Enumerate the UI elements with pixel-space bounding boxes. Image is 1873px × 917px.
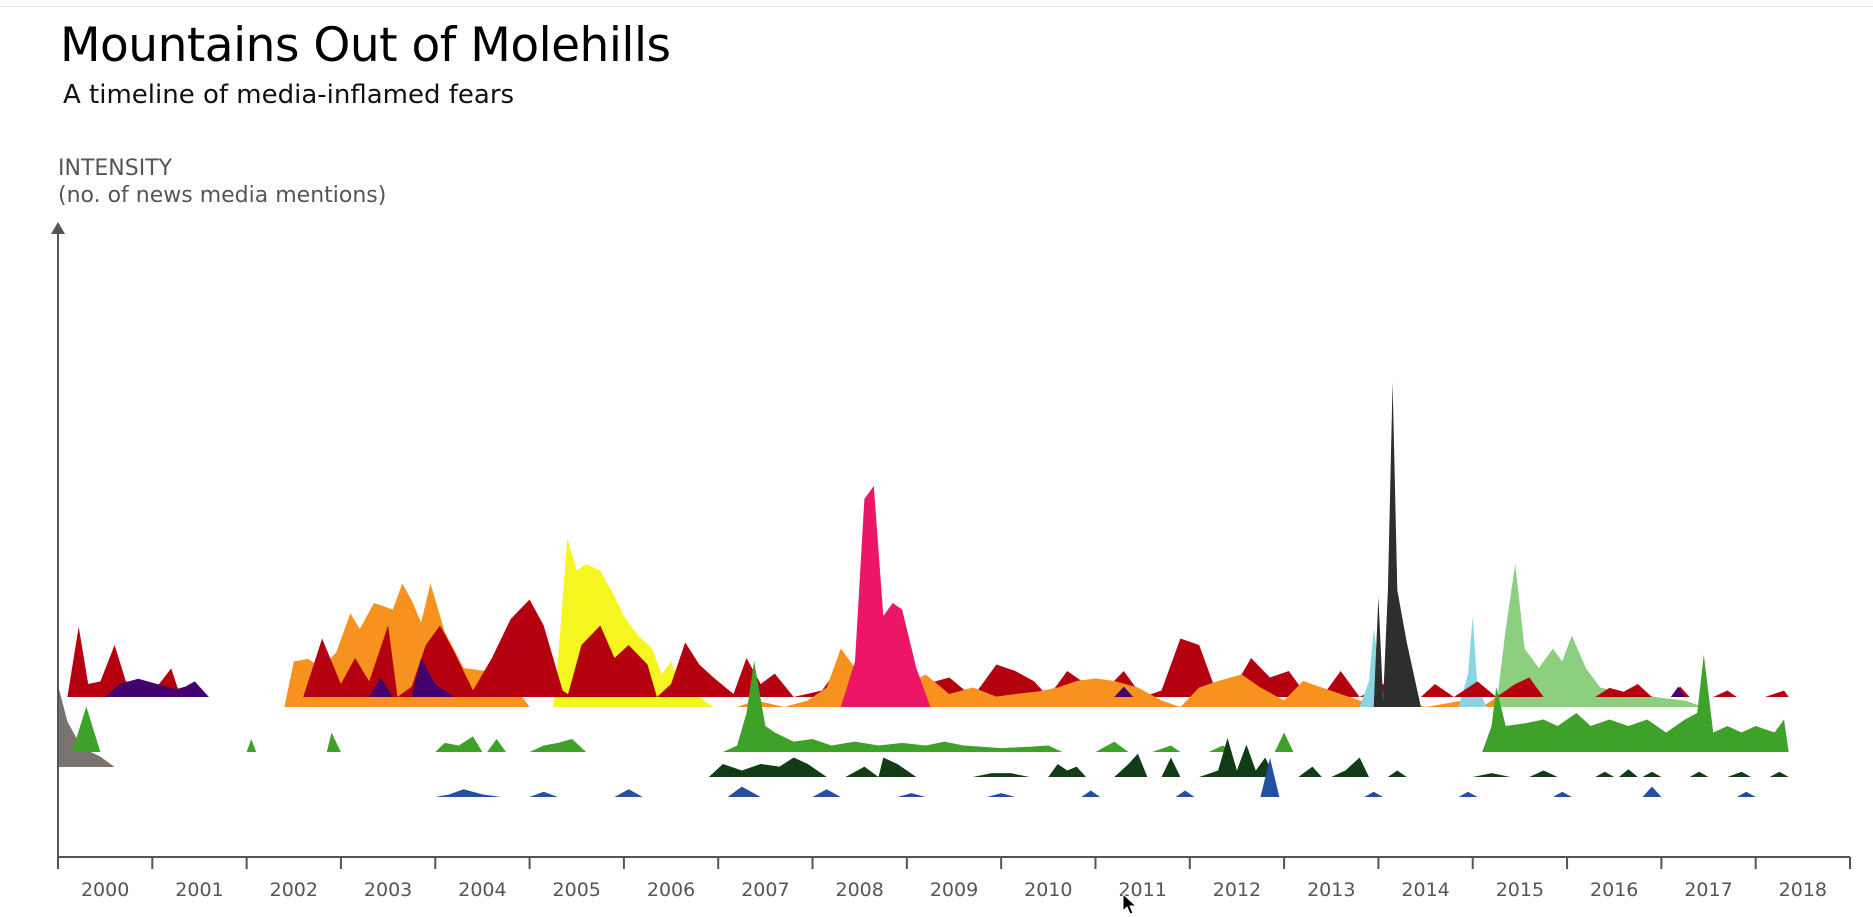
x-tick-label-2006: 2006: [647, 879, 695, 901]
chart-subtitle: A timeline of media-inflamed fears: [63, 80, 515, 110]
x-tick-label-2012: 2012: [1213, 879, 1261, 901]
x-tick-label-2005: 2005: [553, 879, 601, 901]
y-axis-arrow: [51, 222, 65, 234]
fear-area-19: [708, 738, 1407, 777]
y-axis-label-line1: INTENSITY: [58, 156, 173, 181]
y-axis-label-line2: (no. of news media mentions): [58, 183, 387, 208]
fear-area-8: [737, 648, 1756, 707]
x-tick-label-2007: 2007: [741, 879, 789, 901]
x-tick-label-2015: 2015: [1496, 879, 1544, 901]
fear-area-18: [1482, 654, 1789, 752]
x-tick-label-2016: 2016: [1590, 879, 1638, 901]
fear-area-14: [1420, 677, 1789, 697]
fear-area-16: [72, 706, 587, 752]
x-axis-ticks: 2000 2001 2002 2003 2004 2005 2006 2007 2008 2009…: [57, 857, 1851, 901]
x-tick-label-2009: 2009: [930, 879, 978, 901]
x-tick-label-2018: 2018: [1779, 879, 1827, 901]
x-tick-label-2010: 2010: [1024, 879, 1072, 901]
fear-area-5: [303, 599, 572, 697]
x-tick-label-2013: 2013: [1307, 879, 1355, 901]
fear-area-13: [1496, 564, 1704, 707]
x-tick-label-2008: 2008: [836, 879, 884, 901]
x-tick-label-2000: 2000: [81, 879, 129, 901]
mouse-cursor-icon: [1122, 893, 1138, 915]
fear-area-6: [567, 625, 738, 697]
fear-area-21: [435, 758, 1756, 797]
fear-area-0: [58, 685, 115, 767]
fear-area-17: [722, 661, 1402, 752]
fear-area-20: [1472, 769, 1789, 777]
fear-area-2: [105, 678, 209, 697]
chart-title: Mountains Out of Molehills: [60, 18, 671, 73]
top-divider: [0, 6, 1873, 7]
fear-area-12: [1458, 616, 1487, 707]
x-tick-label-2002: 2002: [270, 879, 318, 901]
x-tick-label-2003: 2003: [364, 879, 412, 901]
fear-areas: [58, 382, 1789, 797]
x-tick-label-2017: 2017: [1684, 879, 1732, 901]
fear-area-11: [1373, 382, 1421, 707]
fear-area-9: [840, 486, 931, 707]
y-axis-label: INTENSITY (no. of news media mentions): [58, 155, 386, 209]
x-tick-label-2011: 2011: [1118, 879, 1166, 901]
x-tick-label-2001: 2001: [175, 879, 223, 901]
x-tick-label-2014: 2014: [1401, 879, 1449, 901]
x-tick-label-2004: 2004: [458, 879, 506, 901]
axes: [51, 222, 1850, 858]
